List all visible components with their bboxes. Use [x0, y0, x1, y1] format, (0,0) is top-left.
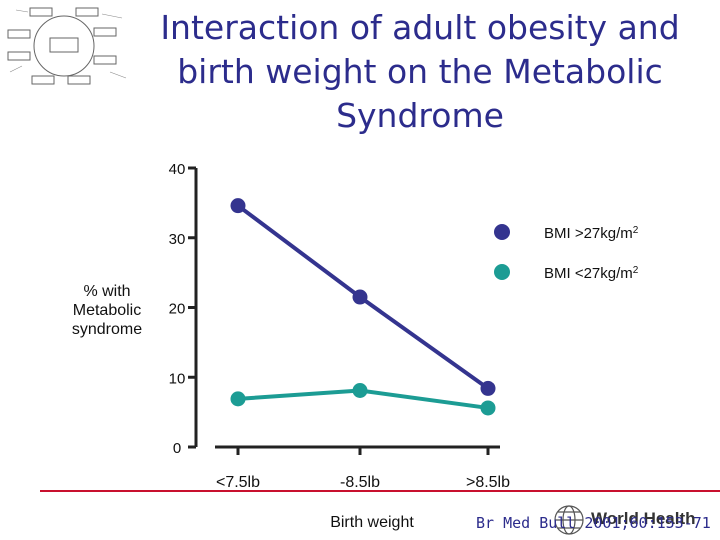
data-point — [480, 380, 496, 396]
slide-title: Interaction of adult obesity and birth w… — [140, 6, 700, 138]
legend-marker — [494, 264, 510, 280]
x-axis-label: Birth weight — [330, 514, 414, 531]
who-logo-text: World Health — [591, 509, 696, 528]
y-axis-label-line-1: % with — [83, 283, 131, 300]
x-tick-label: -8.5lb — [340, 474, 380, 491]
title-line-3: Syndrome — [336, 96, 504, 135]
footer-rule — [40, 490, 720, 492]
y-axis-label-line-3: syndrome — [71, 321, 143, 338]
y-axis-label: % with Metabolic syndrome — [52, 282, 162, 339]
citation: Br Med Bull 2001;60:153-71 — [476, 514, 711, 532]
y-tick-label: 30 — [169, 231, 186, 248]
y-tick-label: 20 — [169, 301, 186, 318]
y-tick-label: 0 — [173, 440, 181, 457]
data-point — [480, 400, 496, 416]
data-point — [352, 289, 368, 305]
x-tick-label: >8.5lb — [466, 474, 510, 491]
data-point — [230, 198, 246, 214]
x-tick-label: <7.5lb — [216, 474, 260, 491]
who-globe-icon: World Health — [554, 505, 696, 535]
cycle-diagram-icon — [7, 7, 127, 85]
y-axis-label-line-2: Metabolic — [72, 302, 142, 319]
legend-marker — [494, 224, 510, 240]
title-line-1: Interaction of adult obesity and — [160, 8, 680, 47]
title-line-2: birth weight on the Metabolic — [177, 52, 663, 91]
legend-label: BMI >27kg/m2 — [544, 225, 639, 243]
data-point — [230, 391, 246, 407]
y-tick-label: 10 — [169, 370, 186, 387]
data-point — [352, 383, 368, 399]
legend-label: BMI <27kg/m2 — [544, 265, 639, 283]
y-tick-label: 40 — [169, 161, 186, 178]
